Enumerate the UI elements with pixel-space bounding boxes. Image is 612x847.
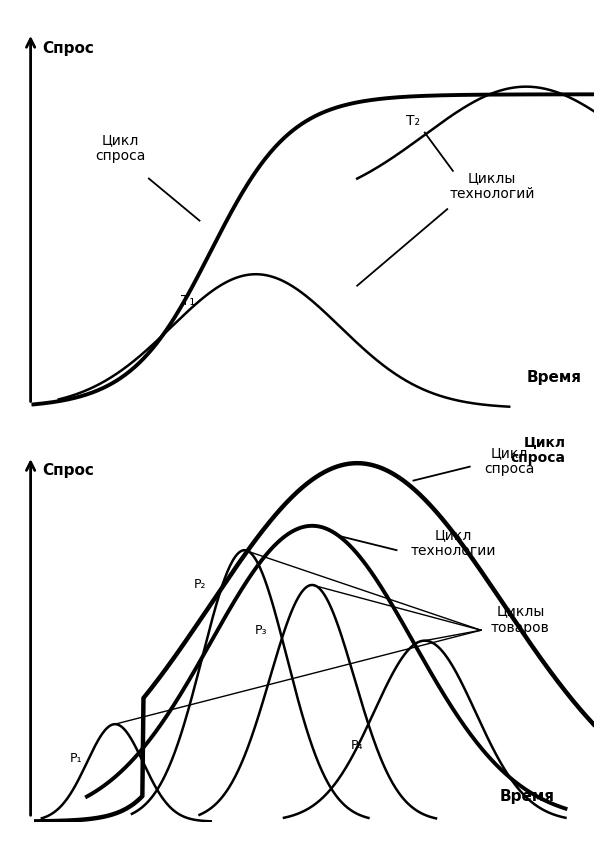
Text: Т₂: Т₂ — [406, 114, 420, 128]
Text: Время: Время — [527, 370, 582, 385]
Text: Спрос: Спрос — [42, 463, 94, 479]
Text: Р₃: Р₃ — [255, 623, 267, 637]
Text: Т₁: Т₁ — [181, 294, 195, 308]
Text: Циклы
товаров: Циклы товаров — [491, 605, 550, 635]
Text: Р₂: Р₂ — [193, 579, 206, 591]
Text: Р₄: Р₄ — [351, 739, 364, 751]
Text: Р₁: Р₁ — [69, 752, 82, 766]
Text: Циклы
технологий: Циклы технологий — [450, 171, 535, 202]
Text: Время: Время — [499, 789, 554, 804]
Text: Цикл
спроса: Цикл спроса — [484, 446, 534, 476]
Text: Цикл
спроса: Цикл спроса — [510, 435, 565, 465]
Text: Цикл
спроса: Цикл спроса — [95, 133, 146, 163]
Text: Цикл
технологии: Цикл технологии — [410, 529, 496, 558]
Text: Спрос: Спрос — [42, 41, 94, 56]
